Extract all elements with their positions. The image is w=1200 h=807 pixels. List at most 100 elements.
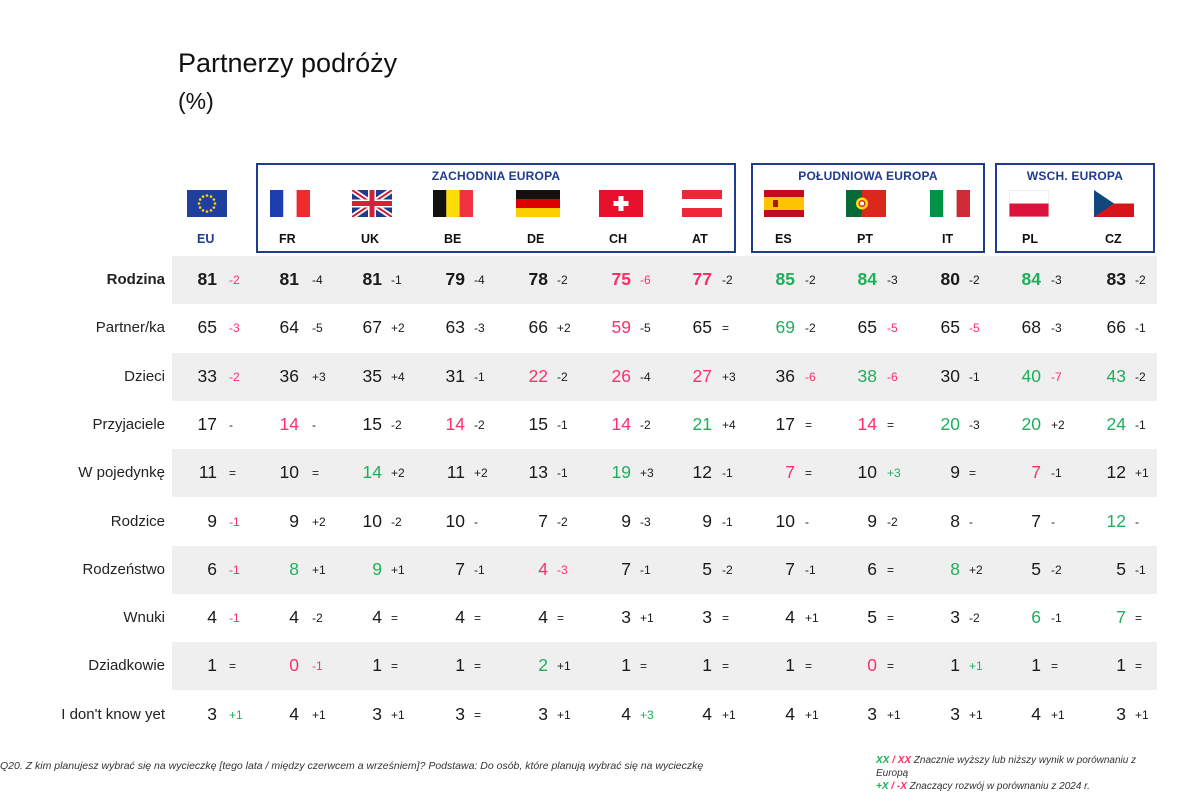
cell-delta: -2 [640, 417, 651, 432]
legend-slash-2: / [888, 781, 897, 792]
cell-delta: -3 [229, 321, 240, 336]
cell-value: 79 [445, 269, 465, 289]
cell-delta: = [1135, 659, 1143, 674]
cell-delta: -1 [1135, 417, 1146, 432]
cell-value: 38 [857, 365, 877, 386]
cell-delta: -2 [229, 273, 240, 287]
cell-delta: = [474, 659, 482, 674]
row-shade [172, 256, 1157, 304]
cell-delta: -2 [969, 273, 980, 287]
cell-delta: -2 [1135, 369, 1146, 384]
cell-delta: -2 [557, 273, 568, 287]
cell-value: 12 [1106, 510, 1126, 531]
cell-delta: +3 [722, 369, 736, 384]
cell-value: 65 [692, 317, 712, 338]
col-code-eu: EU [197, 232, 215, 246]
cell-value: 4 [621, 703, 631, 724]
cell-delta: = [887, 562, 895, 577]
cell-value: 7 [785, 558, 795, 579]
cell-delta: = [474, 611, 482, 626]
cell-delta: = [229, 466, 237, 481]
row-label: Wnuki [123, 609, 165, 627]
cell-delta: -1 [229, 514, 240, 529]
cell-value: 3 [950, 703, 960, 724]
region-label-west: ZACHODNIA EUROPA [431, 169, 561, 183]
cell-value: 7 [455, 558, 465, 579]
cell-value: 6 [207, 558, 217, 579]
cell-value: 7 [538, 510, 548, 531]
cell-value: 30 [940, 365, 960, 386]
cell-value: 9 [289, 510, 299, 531]
cell-value: 4 [289, 703, 299, 724]
cell-value: 24 [1106, 413, 1126, 434]
cell-delta: +1 [722, 707, 736, 722]
cell-value: 14 [857, 413, 877, 434]
cell-delta: +2 [1051, 417, 1065, 432]
cell-delta: -4 [312, 273, 323, 287]
cell-delta: = [391, 659, 399, 674]
cell-delta: -2 [391, 417, 402, 432]
cell-value: 66 [528, 317, 548, 338]
cell-value: 10 [279, 462, 299, 483]
cell-delta: -1 [1051, 466, 1062, 481]
page-subtitle: (%) [178, 88, 214, 114]
cell-delta: +2 [557, 321, 571, 336]
cell-value: 4 [538, 558, 548, 579]
cell-delta: +1 [1051, 707, 1065, 722]
cell-delta: - [1135, 514, 1139, 529]
cell-value: 4 [1031, 703, 1041, 724]
cell-delta: -2 [474, 417, 485, 432]
cell-delta: +1 [312, 707, 326, 722]
at-flag-icon [682, 190, 722, 217]
cell-delta: - [969, 514, 973, 529]
cell-delta: -2 [1135, 273, 1146, 287]
cell-delta: +1 [1135, 707, 1149, 722]
cell-delta: -1 [312, 659, 323, 674]
cell-delta: -2 [557, 514, 568, 529]
cell-delta: -2 [887, 514, 898, 529]
cell-value: 8 [950, 510, 960, 531]
cell-value: 67 [362, 317, 382, 338]
cell-delta: -3 [969, 417, 980, 432]
cell-value: 7 [1031, 462, 1041, 483]
cell-delta: -7 [1051, 369, 1062, 384]
cell-value: 31 [445, 365, 465, 386]
col-code-es: ES [775, 232, 792, 246]
cell-delta: = [229, 659, 237, 674]
cell-delta: = [887, 659, 895, 674]
cell-delta: -2 [722, 562, 733, 577]
cell-delta: +1 [391, 707, 405, 722]
cell-delta: -1 [640, 562, 651, 577]
be-flag-icon [433, 190, 473, 217]
cell-delta: -5 [969, 321, 980, 336]
row-shade [172, 449, 1157, 498]
col-code-pt: PT [857, 232, 873, 246]
cell-delta: -1 [229, 562, 240, 577]
page-title: Partnerzy podróży [178, 48, 398, 78]
cell-delta: -1 [229, 611, 240, 626]
cell-delta: = [805, 417, 813, 432]
cell-value: 1 [207, 655, 217, 676]
cell-delta: - [229, 417, 233, 432]
cell-value: 13 [528, 462, 548, 483]
ch-flag-icon [599, 190, 643, 217]
cell-delta: +3 [640, 466, 654, 481]
row-label: Partner/ka [95, 319, 165, 337]
cell-value: 14 [362, 462, 382, 483]
cell-delta: = [1051, 659, 1059, 674]
cell-value: 33 [197, 365, 217, 386]
cell-delta: +2 [969, 562, 983, 577]
cell-delta: -2 [1051, 562, 1062, 577]
cell-delta: -2 [229, 369, 240, 384]
eu-flag-icon [187, 190, 227, 217]
row-label: W pojedynkę [78, 464, 165, 482]
cell-value: 6 [867, 558, 877, 579]
cell-delta: +3 [312, 369, 326, 384]
cell-delta: -2 [391, 514, 402, 529]
cell-value: 66 [1106, 317, 1126, 338]
cell-value: 15 [362, 413, 382, 434]
cell-value: 4 [207, 607, 217, 628]
cell-value: 9 [702, 510, 712, 531]
cell-value: 0 [289, 655, 299, 676]
cell-value: 14 [279, 413, 299, 434]
